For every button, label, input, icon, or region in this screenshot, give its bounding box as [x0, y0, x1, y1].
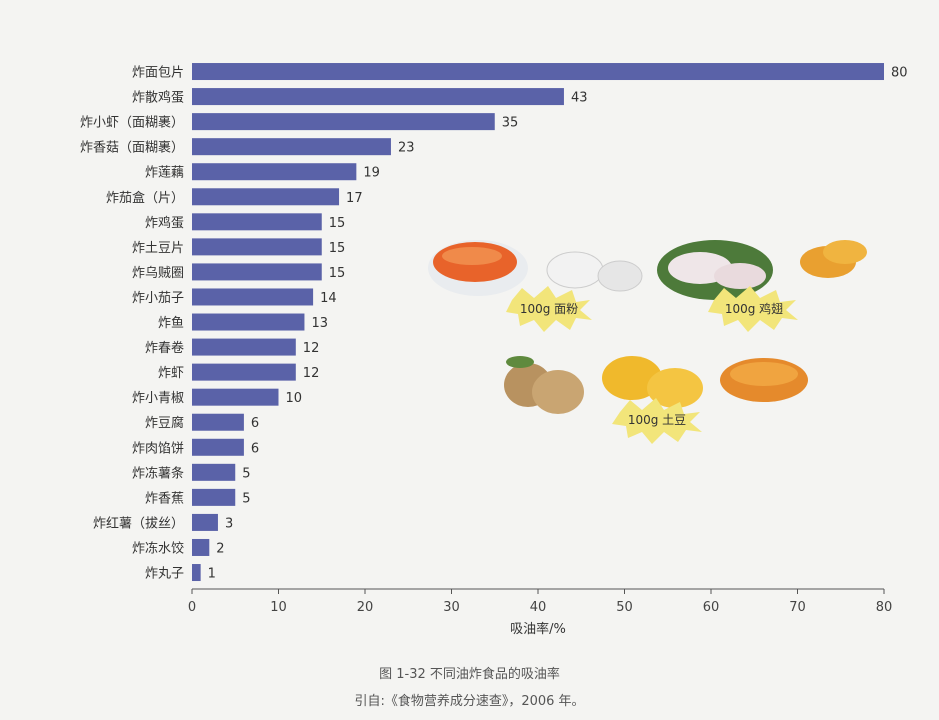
- bar: [192, 338, 296, 356]
- category-label: 炸虾: [158, 366, 184, 381]
- x-axis-title: 吸油率/%: [510, 621, 566, 637]
- food-illustrations: 100g 面粉 100g 鸡翅: [428, 240, 867, 444]
- x-tick-label: 0: [188, 600, 196, 615]
- category-label: 炸面包片: [132, 66, 184, 81]
- category-label: 炸香菇（面糊裹）: [80, 140, 184, 156]
- bar: [192, 188, 340, 206]
- category-label: 炸莲藕: [145, 166, 184, 181]
- bar: [192, 463, 236, 481]
- egg-shape: [597, 260, 643, 292]
- bar: [192, 238, 322, 256]
- bar: [192, 163, 357, 181]
- x-tick-label: 50: [616, 600, 633, 615]
- value-label: 15: [329, 266, 346, 281]
- value-label: 5: [242, 466, 250, 481]
- chicken-illustration: 100g 鸡翅: [657, 240, 867, 332]
- category-label: 炸香蕉: [145, 491, 184, 506]
- bar: [192, 388, 279, 406]
- egg-shape: [546, 251, 604, 289]
- value-label: 15: [329, 241, 346, 256]
- fried-bread-highlight: [442, 247, 502, 265]
- category-label: 炸散鸡蛋: [132, 90, 184, 106]
- bar: [192, 513, 218, 531]
- leaf-shape: [506, 356, 534, 368]
- bar: [192, 113, 495, 131]
- x-axis: 0 10 20 30 40 50 60 70 80: [188, 588, 893, 615]
- value-label: 5: [242, 491, 250, 506]
- value-label: 13: [311, 316, 328, 331]
- bar: [192, 288, 314, 306]
- category-label: 炸小青椒: [132, 391, 184, 406]
- flour-illustration: 100g 面粉: [428, 240, 643, 332]
- value-label: 19: [363, 166, 380, 181]
- bar: [192, 88, 564, 106]
- bar: [192, 63, 884, 81]
- value-label: 10: [286, 391, 303, 406]
- bar: [192, 413, 244, 431]
- value-label: 1: [208, 567, 216, 582]
- category-label: 炸肉馅饼: [132, 441, 184, 456]
- x-tick-label: 30: [443, 600, 460, 615]
- category-label: 炸丸子: [145, 567, 184, 582]
- x-tick-label: 80: [876, 600, 893, 615]
- category-label: 炸春卷: [145, 340, 184, 356]
- value-label: 35: [502, 116, 519, 131]
- figure-caption: 图 1-32 不同油炸食品的吸油率: [379, 667, 560, 682]
- bar: [192, 564, 201, 582]
- x-tick-label: 70: [789, 600, 806, 615]
- bar: [192, 488, 236, 506]
- category-label: 炸乌贼圈: [132, 265, 184, 281]
- flour-label: 100g 面粉: [520, 302, 578, 316]
- category-label: 炸红薯（拔丝）: [93, 515, 184, 531]
- bar: [192, 213, 322, 231]
- value-label: 12: [303, 341, 320, 356]
- value-label: 12: [303, 366, 320, 381]
- value-label: 17: [346, 191, 363, 206]
- bar: [192, 263, 322, 281]
- value-label: 3: [225, 516, 233, 531]
- value-label: 6: [251, 441, 259, 456]
- category-label: 炸冻水饺: [132, 540, 184, 556]
- value-label: 14: [320, 291, 337, 306]
- x-tick-label: 40: [530, 600, 547, 615]
- bar: [192, 363, 296, 381]
- fries-highlight: [730, 362, 798, 386]
- category-label: 炸小茄子: [132, 291, 184, 306]
- potato-label: 100g 土豆: [628, 413, 686, 427]
- potato-chip-shape: [647, 368, 703, 408]
- value-label: 6: [251, 416, 259, 431]
- value-label: 2: [216, 541, 224, 556]
- category-label: 炸豆腐: [145, 416, 184, 431]
- category-label: 炸土豆片: [132, 241, 184, 256]
- starburst-shape: [506, 286, 592, 332]
- chicken-label: 100g 鸡翅: [725, 301, 783, 316]
- chicken-wing-shape: [714, 263, 766, 289]
- category-label: 炸鱼: [158, 315, 184, 331]
- bar: [192, 438, 244, 456]
- value-label: 23: [398, 141, 415, 156]
- value-label: 43: [571, 91, 588, 106]
- bar: [192, 538, 210, 556]
- value-label: 80: [891, 66, 908, 81]
- bar: [192, 138, 391, 156]
- x-tick-label: 60: [703, 600, 720, 615]
- x-tick-label: 20: [357, 600, 374, 615]
- potato-chip-shape: [602, 356, 662, 400]
- potato-shape: [532, 370, 584, 414]
- value-label: 15: [329, 216, 346, 231]
- category-label: 炸茄盒（片）: [106, 190, 184, 206]
- x-tick-label: 10: [270, 600, 287, 615]
- starburst-shape: [612, 398, 702, 444]
- starburst-shape: [708, 286, 798, 332]
- category-label: 炸鸡蛋: [145, 215, 184, 231]
- category-label: 炸冻薯条: [132, 465, 184, 481]
- fried-wing-shape: [823, 240, 867, 264]
- potato-illustration: 100g 土豆: [504, 356, 808, 444]
- figure-source: 引自:《食物营养成分速查》，2006 年。: [354, 694, 585, 709]
- category-label: 炸小虾（面糊裹）: [80, 115, 184, 131]
- bar: [192, 313, 305, 331]
